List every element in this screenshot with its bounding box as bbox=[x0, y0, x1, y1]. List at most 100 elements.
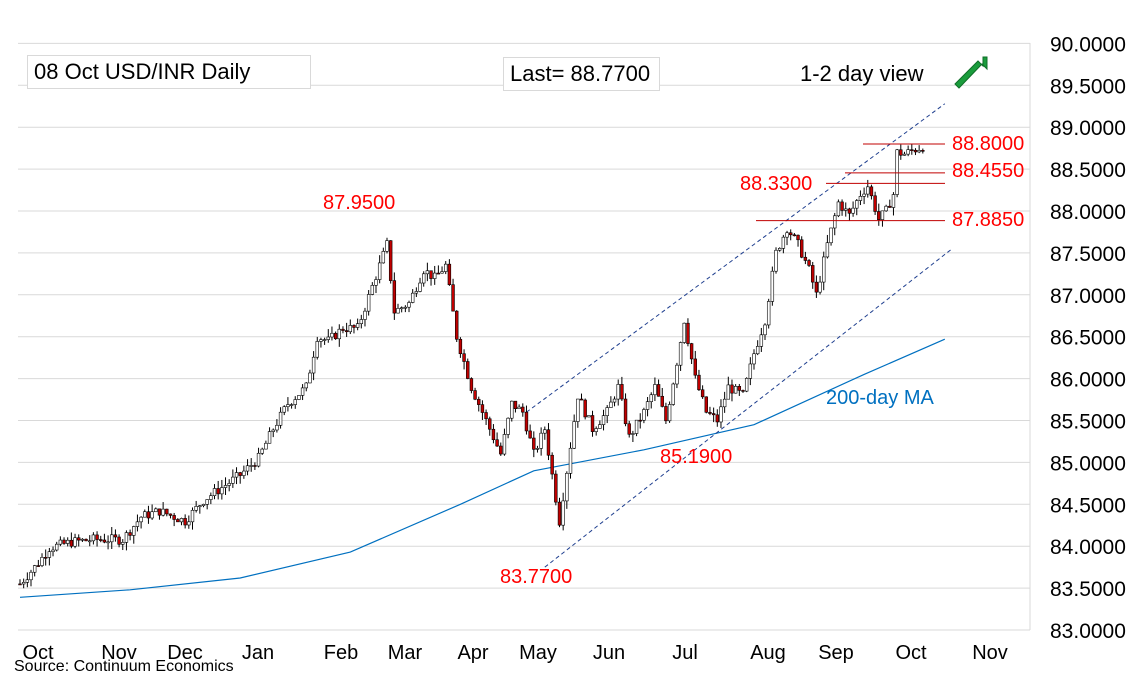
candle-body bbox=[873, 195, 877, 212]
candle-body bbox=[858, 196, 863, 201]
candle-body bbox=[451, 284, 455, 312]
candle-body bbox=[770, 270, 775, 302]
candle-body bbox=[645, 401, 650, 410]
candle-body bbox=[877, 211, 881, 220]
candle-body bbox=[194, 506, 198, 511]
candle-body bbox=[216, 488, 220, 495]
candle-body bbox=[245, 465, 250, 472]
candle-body bbox=[825, 242, 830, 258]
candle-body bbox=[117, 536, 121, 545]
candle-body bbox=[330, 332, 334, 338]
candle-body bbox=[121, 542, 125, 545]
candle-body bbox=[205, 499, 209, 505]
candle-body bbox=[168, 513, 173, 516]
candle-body bbox=[616, 384, 620, 400]
candle-body bbox=[682, 322, 686, 343]
candle-body bbox=[201, 504, 206, 507]
candle-body bbox=[289, 404, 294, 406]
candle-body bbox=[715, 414, 720, 423]
candle-body bbox=[880, 210, 885, 220]
view-label: 1-2 day view bbox=[800, 61, 924, 86]
candle-body bbox=[521, 406, 525, 413]
candle-body bbox=[234, 472, 239, 478]
candle-body bbox=[884, 205, 888, 212]
candle-body bbox=[557, 501, 562, 526]
candle-body bbox=[888, 205, 892, 208]
key-levels: 88.8000 88.4550 88.3300 87.8850 bbox=[740, 133, 1024, 231]
candle-body bbox=[165, 508, 169, 515]
candle-body bbox=[869, 186, 874, 197]
candle-body bbox=[150, 511, 154, 519]
candle-body bbox=[862, 193, 866, 197]
candle-body bbox=[352, 325, 356, 328]
candle-body bbox=[366, 294, 371, 312]
candle-body bbox=[341, 328, 345, 331]
candle-body bbox=[833, 215, 837, 229]
candle-body bbox=[256, 452, 261, 467]
candle-body bbox=[36, 565, 41, 567]
candle-body bbox=[18, 583, 22, 586]
candle-body bbox=[473, 390, 477, 400]
candle-body bbox=[891, 194, 896, 208]
candle-body bbox=[271, 429, 275, 432]
x-tick-label: Jan bbox=[242, 642, 274, 664]
candle-body bbox=[260, 448, 264, 454]
extreme-label: 87.9500 bbox=[323, 192, 395, 214]
candle-body bbox=[506, 417, 510, 435]
candle-body bbox=[667, 404, 672, 422]
candle-body bbox=[601, 415, 606, 425]
candle-body bbox=[308, 372, 312, 384]
x-tick-label: Oct bbox=[895, 642, 927, 664]
candle-body bbox=[524, 411, 529, 432]
candle-body bbox=[410, 292, 415, 303]
candle-body bbox=[333, 332, 338, 340]
candle-body bbox=[627, 423, 631, 435]
level-label: 88.8000 bbox=[952, 133, 1024, 155]
candle-body bbox=[708, 411, 712, 414]
candle-body bbox=[513, 400, 518, 410]
candle-body bbox=[851, 207, 855, 214]
candle-body bbox=[565, 473, 569, 502]
y-tick-label: 83.5000 bbox=[1050, 578, 1126, 601]
candle-body bbox=[866, 186, 870, 195]
x-tick-label: Oct bbox=[22, 642, 54, 664]
x-tick-label: Sep bbox=[818, 642, 854, 664]
candle-body bbox=[737, 386, 742, 391]
candle-body bbox=[47, 551, 52, 558]
candle-body bbox=[700, 389, 705, 398]
moving-average: 200-day MA bbox=[19, 338, 946, 598]
candle-body bbox=[344, 330, 349, 333]
candle-body bbox=[183, 518, 187, 526]
candle-body bbox=[576, 398, 580, 422]
candle-body bbox=[649, 394, 653, 402]
candle-body bbox=[377, 262, 382, 280]
candle-body bbox=[550, 454, 554, 475]
extreme-labels: 87.9500 83.7700 85.1900 bbox=[323, 192, 732, 588]
candle-body bbox=[671, 383, 675, 405]
y-tick-label: 87.5000 bbox=[1050, 243, 1126, 266]
candle-body bbox=[741, 390, 745, 392]
candle-body bbox=[220, 487, 224, 495]
candle-body bbox=[348, 325, 352, 333]
candle-body bbox=[609, 401, 613, 408]
candle-body bbox=[693, 358, 697, 376]
y-tick-label: 85.0000 bbox=[1050, 452, 1126, 475]
candle-body bbox=[278, 411, 283, 426]
candle-body bbox=[792, 234, 797, 237]
candle-body bbox=[906, 149, 910, 155]
candle-body bbox=[444, 263, 448, 272]
candle-body bbox=[88, 540, 92, 543]
candle-body bbox=[418, 282, 422, 292]
candle-body bbox=[594, 428, 598, 432]
candle-body bbox=[844, 208, 848, 211]
candle-body bbox=[84, 538, 88, 542]
candle-body bbox=[407, 302, 411, 308]
candle-body bbox=[29, 571, 33, 581]
x-tick-label: Feb bbox=[324, 642, 358, 664]
candle-body bbox=[25, 579, 30, 583]
candle-body bbox=[267, 431, 272, 444]
candle-body bbox=[40, 557, 44, 566]
candle-body bbox=[807, 260, 811, 266]
candle-body bbox=[539, 432, 543, 449]
y-tick-label: 87.0000 bbox=[1050, 285, 1126, 308]
